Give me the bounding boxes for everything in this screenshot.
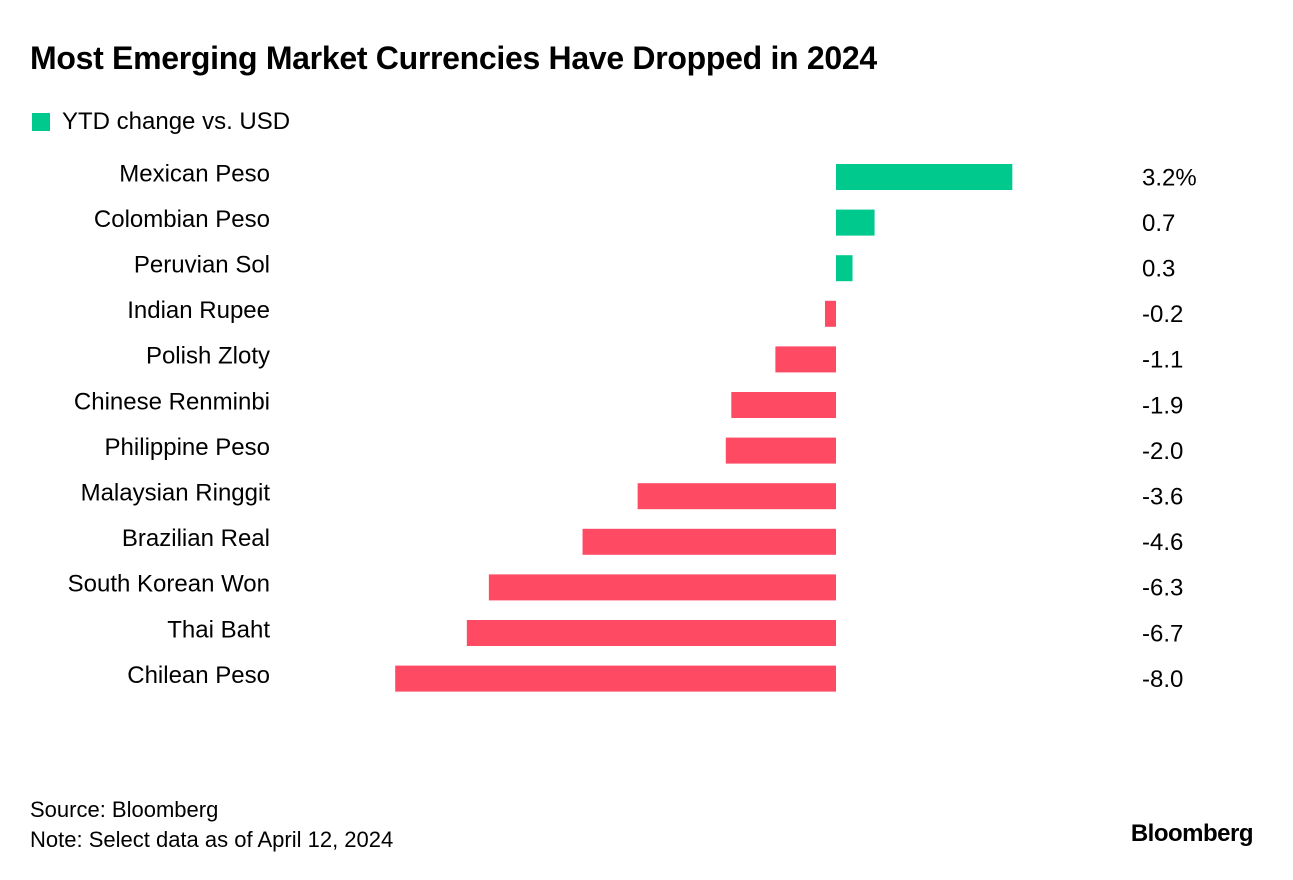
category-label: South Korean Won [68,571,270,598]
value-label: -6.3 [1142,575,1183,602]
bar [395,665,836,692]
chart-title: Most Emerging Market Currencies Have Dro… [30,40,877,76]
value-label: -2.0 [1142,438,1183,465]
category-label: Mexican Peso [119,160,270,187]
bar [775,346,836,373]
category-label: Philippine Peso [105,434,270,461]
bar [836,164,1013,190]
footer: Source: Bloomberg Note: Select data as o… [30,795,393,855]
legend-label: YTD change vs. USD [62,108,291,135]
category-label: Chilean Peso [127,662,270,689]
bar [836,209,875,236]
source-note: Source: Bloomberg [30,797,219,822]
category-label: Malaysian Ringgit [81,480,271,507]
bar [637,483,836,510]
category-label: Brazilian Real [122,525,270,552]
bar-chart: Mexican Peso 3.2% Colombian Peso 0.7 Peruvia… [68,160,1197,693]
category-label: Polish Zloty [146,343,270,370]
data-note: Note: Select data as of April 12, 2024 [30,827,394,852]
value-label: 0.3 [1142,256,1175,283]
bar [488,574,836,601]
value-label: -1.9 [1142,392,1183,419]
category-label: Colombian Peso [94,206,270,233]
value-label: 3.2% [1142,164,1197,191]
bar [582,528,836,555]
bar [466,620,836,646]
legend-swatch [32,113,50,131]
value-label: -6.7 [1142,620,1183,647]
bloomberg-logo: Bloomberg [1130,820,1254,847]
value-label: -3.6 [1142,484,1183,511]
bar [725,437,836,464]
bar [824,300,836,327]
value-label: -1.1 [1142,347,1183,374]
value-label: 0.7 [1142,210,1175,237]
value-label: -8.0 [1142,666,1183,693]
legend: YTD change vs. USD [32,108,290,136]
category-label: Peruvian Sol [134,252,270,279]
bar [836,255,853,282]
value-label: -0.2 [1142,301,1183,328]
category-label: Thai Baht [167,616,270,643]
category-label: Chinese Renminbi [74,388,270,415]
category-label: Indian Rupee [127,297,270,324]
bar [731,392,836,418]
value-label: -4.6 [1142,529,1183,556]
